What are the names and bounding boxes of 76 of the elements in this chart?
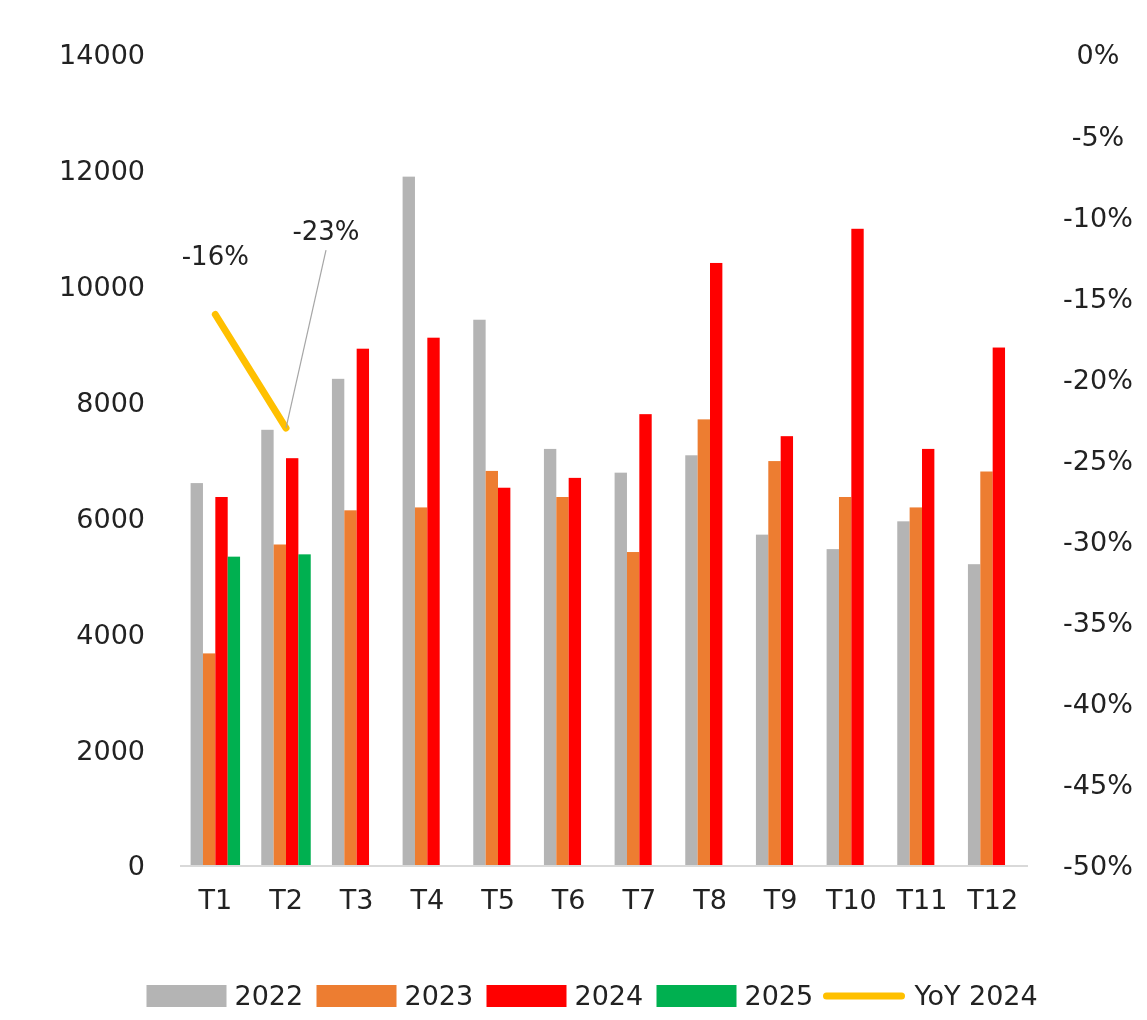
bar [568,477,582,866]
bar [639,414,652,866]
bar [710,262,723,866]
bar [543,448,557,866]
bar [897,521,910,866]
legend-label: 2024 [574,980,644,1012]
bar [298,554,311,866]
x-tick-label: T11 [895,884,948,916]
bar [826,549,839,866]
bar [626,552,640,866]
bar [780,436,794,866]
x-tick-label: T2 [268,884,303,916]
y2-tick-label: -5% [1071,120,1125,152]
bar [922,448,935,866]
bar [473,319,486,866]
legend-label: 2022 [234,980,304,1012]
bar [215,497,228,866]
legend-label: 2025 [744,980,814,1012]
y-tick-label: 2000 [76,734,145,766]
x-tick-label: T5 [480,884,515,916]
bar [286,458,299,866]
bar [697,419,710,866]
bar [190,483,203,866]
y-tick-label: 6000 [76,502,145,534]
y2-tick-label: -15% [1063,282,1133,314]
bar [344,510,357,866]
bar [498,487,511,866]
legend-label: YoY 2024 [913,980,1038,1012]
y-tick-label: 0 [127,850,145,882]
bar [685,455,698,866]
y2-tick-label: -45% [1063,769,1133,801]
x-tick-label: T1 [197,884,233,916]
bar [755,534,769,866]
x-tick-label: T8 [692,884,727,916]
bar [414,507,428,866]
y2-tick-label: -10% [1063,201,1133,233]
y2-tick-label: -20% [1063,363,1133,395]
bar [202,653,216,866]
x-tick-label: T3 [338,884,374,916]
y2-tick-label: -30% [1063,526,1133,558]
bar [227,556,241,866]
y2-tick-label: -25% [1063,444,1133,476]
bar [273,544,286,866]
y-tick-label: 12000 [59,155,145,187]
bar [909,507,922,866]
y-tick-label: 14000 [59,39,145,71]
x-tick-label: T6 [550,884,586,916]
y-tick-label: 4000 [76,618,145,650]
data-label: -16% [181,240,249,271]
bar [980,471,993,866]
x-tick-label: T10 [824,884,877,916]
bar [556,497,569,866]
y2-tick-label: 0% [1076,39,1120,71]
data-label: -23% [292,216,360,247]
x-tick-label: T12 [966,884,1019,916]
bar [614,472,627,866]
bar [768,461,781,866]
bar [427,337,440,866]
bar [851,228,864,866]
bar [356,348,370,866]
x-tick-label: T4 [409,884,445,916]
x-tick-label: T7 [621,884,657,916]
bar [402,176,415,866]
bar [992,347,1006,866]
y-tick-label: 8000 [76,387,145,419]
y2-tick-label: -35% [1063,607,1133,639]
bar [261,429,274,866]
legend-label: 2023 [404,980,474,1012]
bar [331,378,345,866]
y2-tick-label: -40% [1063,688,1133,720]
y2-tick-label: -50% [1063,850,1133,882]
y-tick-label: 10000 [59,271,145,303]
x-tick-label: T9 [762,884,798,916]
bar [967,564,981,866]
bar [485,470,498,866]
bar [838,497,852,866]
